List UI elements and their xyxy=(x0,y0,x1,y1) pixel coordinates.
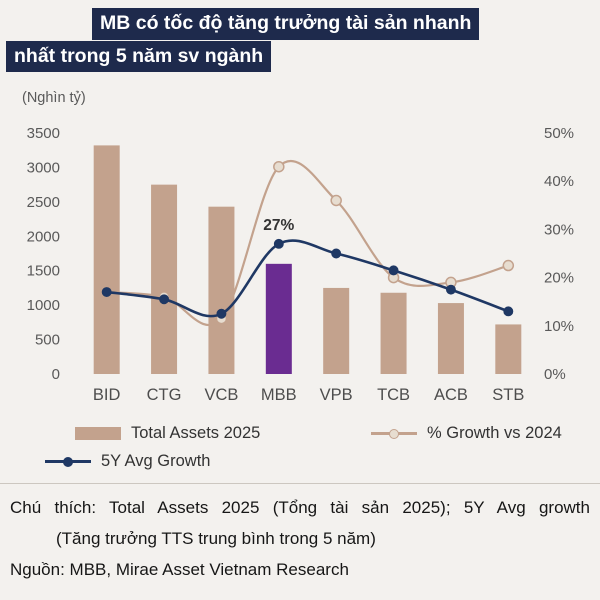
marker-growth-vs-2024-mbb xyxy=(273,160,285,173)
marker-5y-avg-growth-tcb xyxy=(388,265,399,276)
legend-label-5y-avg-growth: 5Y Avg Growth xyxy=(101,452,211,470)
chart-title-line2: nhất trong 5 năm sv ngành xyxy=(6,40,272,72)
marker-growth-vs-2024-vpb xyxy=(330,194,342,207)
avg-growth-line-marker-icon xyxy=(63,456,73,467)
left-axis-tick: 0 xyxy=(52,366,60,383)
x-axis-label-ctg: CTG xyxy=(147,386,182,404)
legend-item-5y-avg-growth: 5Y Avg Growth xyxy=(45,452,210,471)
line-5y-avg-growth xyxy=(106,239,509,318)
right-axis-tick: 50% xyxy=(544,125,574,142)
left-axis-tick: 2500 xyxy=(27,194,60,211)
marker-5y-avg-growth-bid xyxy=(101,287,112,298)
footnote-line1: Chú thích: Total Assets 2025 (Tổng tài s… xyxy=(10,498,590,517)
footnote: Chú thích: Total Assets 2025 (Tổng tài s… xyxy=(10,492,590,585)
x-axis-label-stb: STB xyxy=(492,386,524,404)
bar-tcb xyxy=(380,292,407,374)
avg-growth-line-swatch-icon xyxy=(45,456,91,467)
left-axis-tick: 1500 xyxy=(27,263,60,280)
left-axis-tick: 500 xyxy=(35,332,60,349)
marker-5y-avg-growth-mbb xyxy=(273,238,284,249)
chart-legend: Total Assets 2025 % Growth vs 2024 5Y Av… xyxy=(45,424,600,480)
x-axis-label-acb: ACB xyxy=(434,386,468,404)
bar-vpb xyxy=(323,287,350,374)
right-axis-tick: 30% xyxy=(544,221,574,238)
footnote-divider xyxy=(0,483,600,484)
left-axis-unit-label: (Nghìn tỷ) xyxy=(22,90,86,106)
x-axis-label-vcb: VCB xyxy=(204,386,238,404)
combo-chart: 0 500 1000 1500 2000 2500 3000 3500 0% 10% 20% 30% 4… xyxy=(27,125,574,404)
left-axis-tick: 2000 xyxy=(27,228,60,245)
left-axis-tick: 1000 xyxy=(27,297,60,314)
chart-title: MB có tốc độ tăng trưởng tài sản nhanh n… xyxy=(6,8,566,72)
legend-row-2: 5Y Avg Growth xyxy=(45,452,600,471)
bar-acb xyxy=(437,303,464,374)
footnote-source: Nguồn: MBB, Mirae Asset Vietnam Research xyxy=(10,560,349,579)
x-axis-label-bid: BID xyxy=(93,386,121,404)
chart-title-line1: MB có tốc độ tăng trưởng tài sản nhanh xyxy=(92,8,480,40)
left-axis-tick: 3000 xyxy=(27,159,60,176)
bar-bid xyxy=(93,145,120,374)
bar-stb xyxy=(495,324,522,374)
growth-line-marker-icon xyxy=(389,428,399,439)
left-axis-tick: 3500 xyxy=(27,125,60,142)
legend-label-total-assets: Total Assets 2025 xyxy=(131,424,261,442)
legend-label-growth-2024: % Growth vs 2024 xyxy=(427,424,562,442)
x-axis-label-vpb: VPB xyxy=(320,386,353,404)
x-axis-label-tcb: TCB xyxy=(377,386,410,404)
right-axis-tick: 10% xyxy=(544,318,574,335)
x-axis-label-mbb: MBB xyxy=(261,386,297,404)
marker-5y-avg-growth-vcb xyxy=(216,308,227,319)
growth-line-swatch-icon xyxy=(371,428,417,439)
annotation-mbb-5y-growth: 27% xyxy=(263,217,294,234)
marker-5y-avg-growth-vpb xyxy=(331,248,342,259)
marker-5y-avg-growth-stb xyxy=(503,306,514,317)
legend-item-total-assets: Total Assets 2025 xyxy=(75,424,327,443)
legend-row-1: Total Assets 2025 % Growth vs 2024 xyxy=(75,424,600,443)
right-axis-tick: 20% xyxy=(544,270,574,287)
footnote-line2: (Tăng trưởng TTS trung bình trong 5 năm) xyxy=(56,529,376,548)
marker-5y-avg-growth-ctg xyxy=(159,294,170,305)
right-axis-tick: 0% xyxy=(544,366,566,383)
marker-growth-vs-2024-stb xyxy=(502,259,515,272)
bar-vcb xyxy=(208,206,235,374)
total-assets-bar-swatch-icon xyxy=(75,427,121,440)
right-axis-tick: 40% xyxy=(544,173,574,190)
bar-ctg xyxy=(151,184,178,374)
marker-5y-avg-growth-acb xyxy=(445,284,456,295)
legend-item-growth-2024: % Growth vs 2024 xyxy=(371,424,562,443)
bar-mbb xyxy=(265,263,292,374)
